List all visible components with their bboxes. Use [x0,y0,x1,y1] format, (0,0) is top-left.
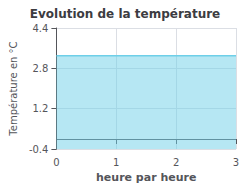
svg-text:0: 0 [53,157,59,168]
svg-text:-0.4: -0.4 [29,144,49,155]
svg-text:3: 3 [233,157,239,168]
svg-text:2: 2 [173,157,179,168]
svg-text:4.4: 4.4 [33,23,49,34]
svg-text:2.8: 2.8 [33,63,49,74]
svg-text:Evolution de la température: Evolution de la température [30,7,221,21]
svg-text:heure par heure: heure par heure [96,171,196,184]
svg-text:1.2: 1.2 [33,103,49,114]
svg-text:Température en °C: Température en °C [8,41,19,136]
svg-text:1: 1 [113,157,119,168]
